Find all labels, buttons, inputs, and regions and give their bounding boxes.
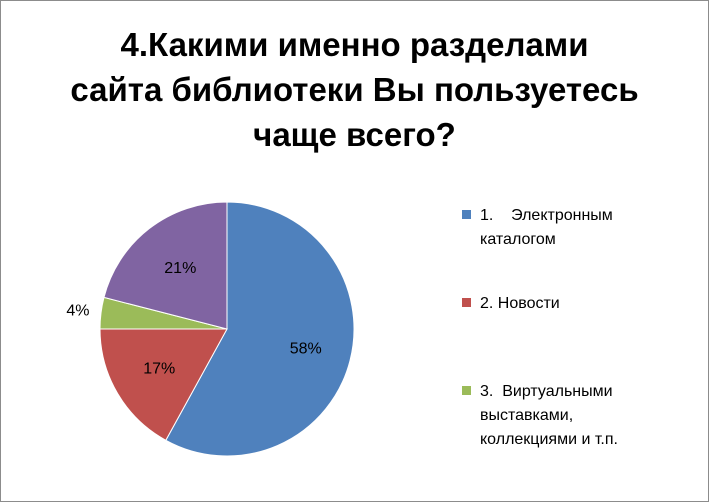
data-label-2: 17% xyxy=(143,360,175,377)
data-label-1: 58% xyxy=(290,340,322,357)
legend-label-2-line-1: 2. Новости xyxy=(480,295,560,312)
legend-label-3-line-2: выставками, xyxy=(480,407,574,424)
legend-label-2: 2. Новости xyxy=(480,292,700,316)
legend-swatch-3 xyxy=(462,386,471,395)
legend-label-1: 1. Электронным каталогом xyxy=(480,204,700,252)
chart-title: 4.Какими именно разделами сайта библиоте… xyxy=(0,22,709,157)
chart-title-line-1: 4.Какими именно разделами xyxy=(120,26,589,63)
pie-slice-4 xyxy=(103,201,228,330)
legend-label-3: 3. Виртуальными выставками, коллекциями и … xyxy=(480,380,700,452)
legend-swatch-2 xyxy=(462,298,471,307)
data-label-4: 21% xyxy=(164,260,196,277)
legend-label-3-line-3: коллекциями и т.п. xyxy=(480,431,618,448)
pie-slice-2 xyxy=(99,328,228,441)
legend-swatch-1 xyxy=(462,210,471,219)
data-label-3: 4% xyxy=(66,302,89,319)
legend-label-1-line-1: 1. Электронным xyxy=(480,207,613,224)
chart-title-line-3: чаще всего? xyxy=(253,116,456,153)
pie-slice-1 xyxy=(165,201,355,457)
legend-label-3-line-1: 3. Виртуальными xyxy=(480,383,613,400)
chart-title-line-2: сайта библиотеки Вы пользуетесь xyxy=(70,71,639,108)
legend-label-1-line-2: каталогом xyxy=(480,231,556,248)
